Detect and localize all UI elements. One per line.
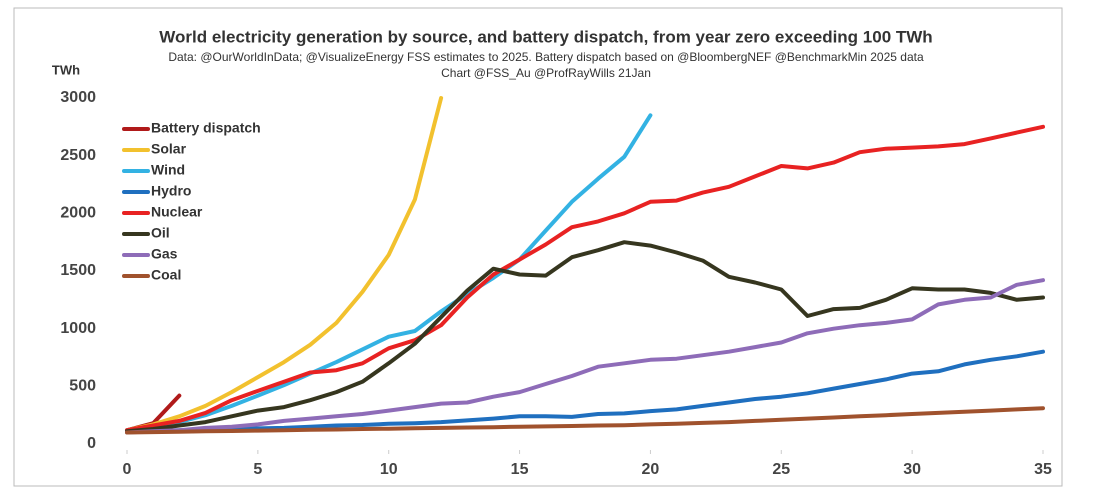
x-tick-label: 30 <box>903 461 921 478</box>
series-line <box>125 240 1045 434</box>
frame <box>13 7 1063 487</box>
legend-label: Nuclear <box>151 204 203 220</box>
y-tick-label: 1000 <box>60 320 96 337</box>
series-line <box>125 96 444 433</box>
series-line <box>125 406 1045 435</box>
x-tick-label: 5 <box>253 461 262 478</box>
series-line <box>125 113 653 433</box>
x-tick-label: 25 <box>772 461 790 478</box>
series-line <box>125 278 1045 435</box>
y-tick-label: 2500 <box>60 147 96 164</box>
chart-subtitle: Data: @OurWorldInData; @VisualizeEnergy … <box>168 50 924 64</box>
legend-label: Oil <box>151 225 170 241</box>
series-line <box>125 349 1045 434</box>
x-tick-label: 10 <box>380 461 398 478</box>
chart-subtitle: Chart @FSS_Au @ProfRayWills 21Jan <box>441 66 651 80</box>
x-tick-label: 35 <box>1034 461 1052 478</box>
y-tick-label: 0 <box>87 435 96 452</box>
legend-label: Solar <box>151 141 187 157</box>
x-tick-label: 20 <box>642 461 660 478</box>
series-line <box>125 124 1045 433</box>
x-tick-label: 15 <box>511 461 529 478</box>
legend-label: Wind <box>151 162 185 178</box>
legend-label: Battery dispatch <box>151 120 261 136</box>
legend-label: Coal <box>151 267 181 283</box>
y-tick-label: 2000 <box>60 205 96 222</box>
y-axis-label: TWh <box>52 62 80 77</box>
legend-label: Hydro <box>151 183 191 199</box>
y-tick-label: 3000 <box>60 89 96 106</box>
legend-label: Gas <box>151 246 178 262</box>
y-tick-label: 500 <box>69 378 96 395</box>
chart-title: World electricity generation by source, … <box>159 27 932 46</box>
x-tick-label: 0 <box>123 461 132 478</box>
y-tick-label: 1500 <box>60 262 96 279</box>
